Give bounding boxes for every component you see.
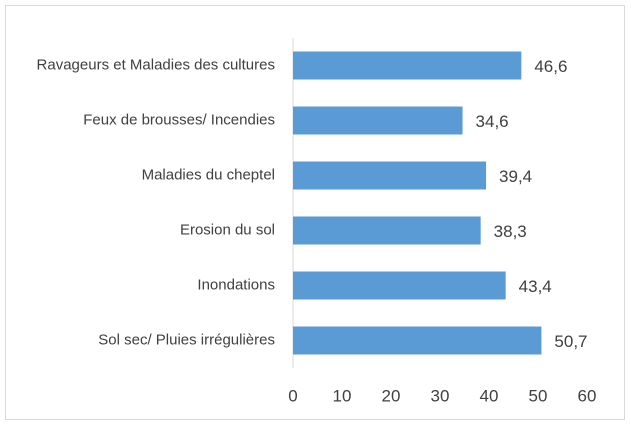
bar: [293, 106, 463, 135]
x-tick-label: 20: [382, 386, 401, 405]
bar: [293, 161, 487, 190]
y-tick-label: Maladies du cheptel: [142, 166, 275, 183]
data-label: 46,6: [534, 57, 567, 76]
y-tick-label: Erosion du sol: [180, 221, 275, 238]
x-tick-label: 50: [529, 386, 548, 405]
x-tick-label: 60: [578, 386, 597, 405]
y-tick-label: Ravageurs et Maladies des cultures: [37, 56, 275, 73]
x-tick-label: 30: [431, 386, 450, 405]
bar: [293, 271, 506, 300]
data-label: 38,3: [494, 222, 527, 241]
data-label: 39,4: [499, 167, 532, 186]
x-tick-label: 40: [480, 386, 499, 405]
x-tick-label: 0: [288, 386, 297, 405]
bar: [293, 326, 542, 355]
data-label: 34,6: [476, 112, 509, 131]
x-tick-label: 10: [333, 386, 352, 405]
y-tick-label: Inondations: [197, 276, 275, 293]
data-label: 43,4: [519, 277, 552, 296]
bar: [293, 51, 522, 80]
y-tick-label: Feux de brousses/ Incendies: [83, 111, 275, 128]
y-tick-label: Sol sec/ Pluies irrégulières: [98, 331, 275, 348]
bar: [293, 216, 481, 245]
data-label: 50,7: [554, 332, 587, 351]
